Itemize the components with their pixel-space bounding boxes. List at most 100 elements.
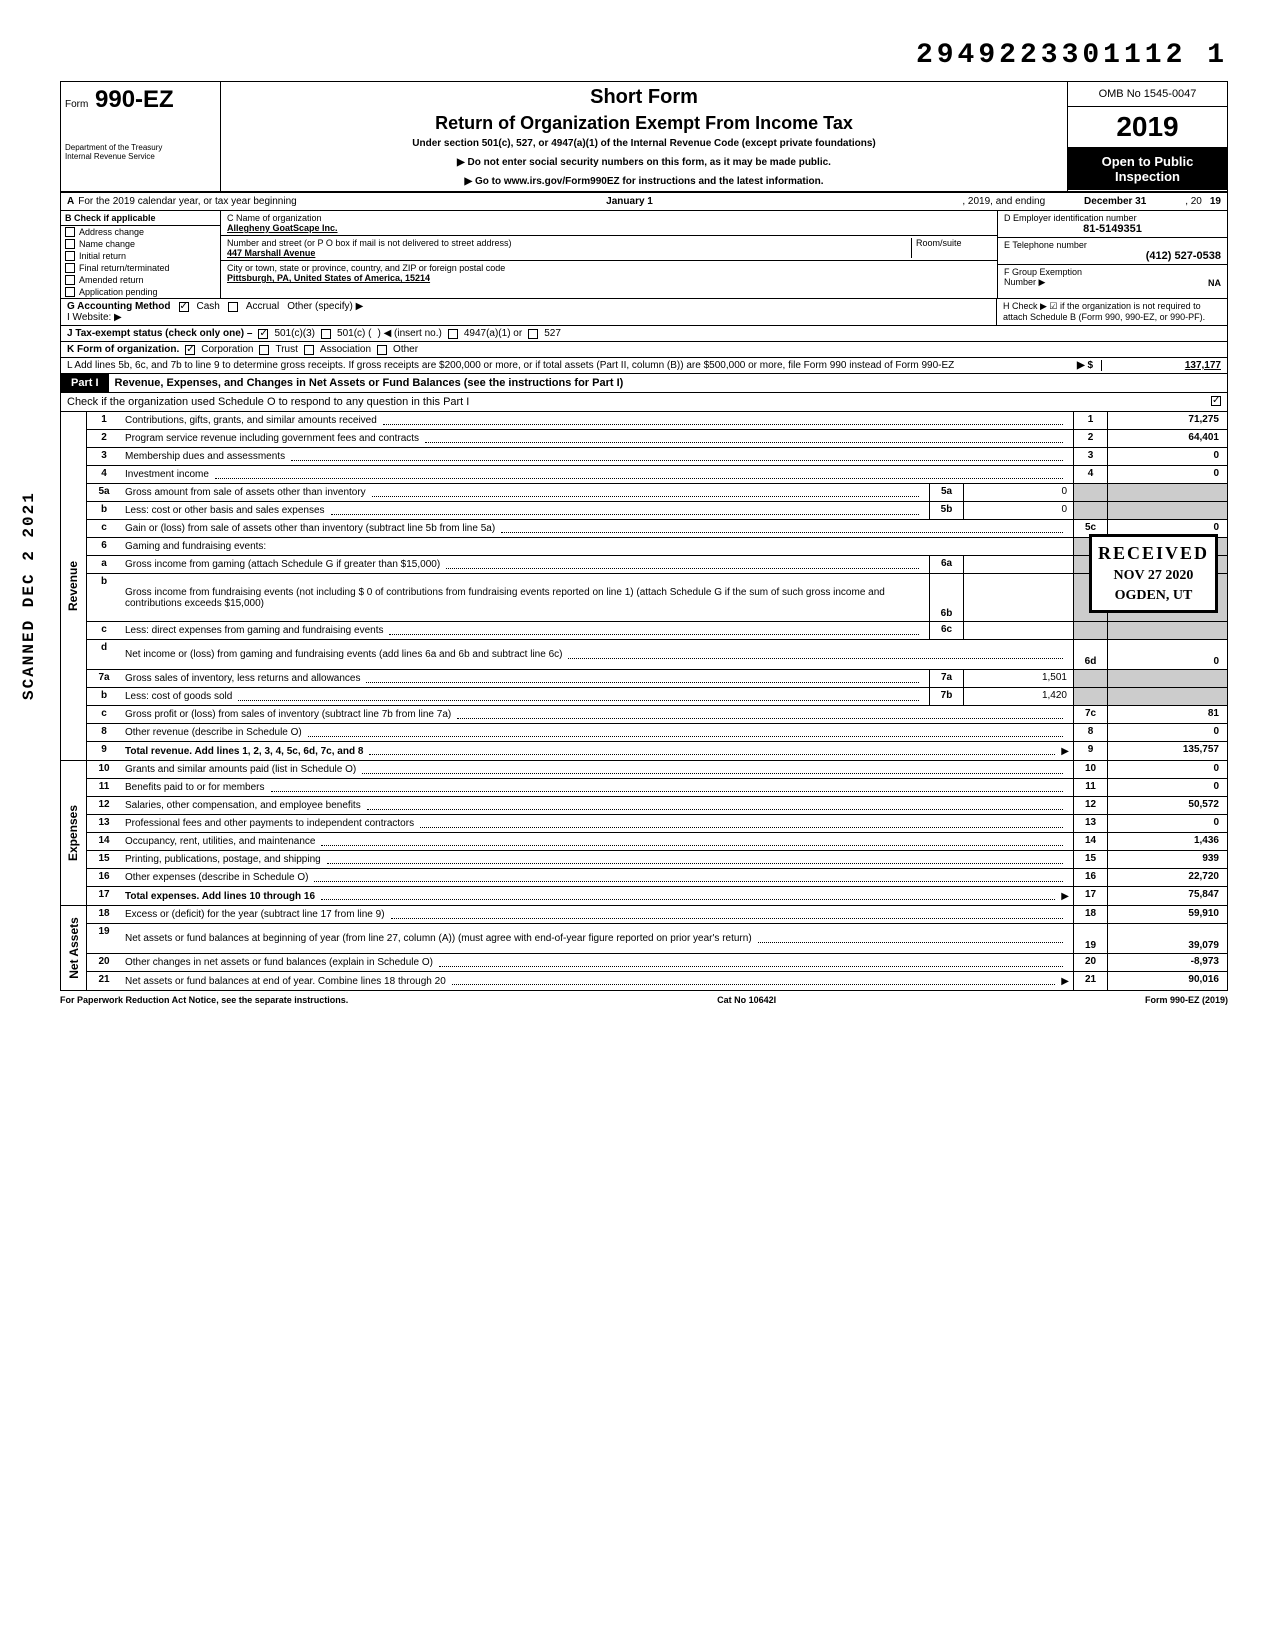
label-other-org: Other bbox=[393, 344, 418, 355]
label-insert-no: ) ◀ (insert no.) bbox=[377, 328, 441, 339]
line-6b-num: b bbox=[87, 574, 121, 621]
line-7c-desc: Gross profit or (loss) from sales of inv… bbox=[125, 709, 451, 720]
checkbox-name-change[interactable] bbox=[65, 239, 75, 249]
line-6d-num: d bbox=[87, 640, 121, 669]
label-name-change: Name change bbox=[79, 239, 135, 249]
checkbox-corporation[interactable] bbox=[185, 345, 195, 355]
line-13-num: 13 bbox=[87, 815, 121, 832]
line-4-val: 0 bbox=[1107, 466, 1227, 483]
org-name: Allegheny GoatScape Inc. bbox=[227, 223, 991, 233]
net-assets-label: Net Assets bbox=[61, 906, 87, 990]
checkbox-amended[interactable] bbox=[65, 275, 75, 285]
line-5b-midval: 0 bbox=[963, 502, 1073, 519]
checkbox-527[interactable] bbox=[528, 329, 538, 339]
line-3-val: 0 bbox=[1107, 448, 1227, 465]
l-amount: 137,177 bbox=[1101, 360, 1221, 371]
line-15-num: 15 bbox=[87, 851, 121, 868]
checkbox-accrual[interactable] bbox=[228, 302, 238, 312]
line-6a-midnum: 6a bbox=[929, 556, 963, 573]
revenue-section: Revenue 1Contributions, gifts, grants, a… bbox=[60, 412, 1228, 761]
label-527: 527 bbox=[544, 328, 561, 339]
checkbox-address-change[interactable] bbox=[65, 227, 75, 237]
line-5c-num: c bbox=[87, 520, 121, 537]
part1-header-row: Part I Revenue, Expenses, and Changes in… bbox=[60, 374, 1228, 393]
line-8-endnum: 8 bbox=[1073, 724, 1107, 741]
checkbox-4947[interactable] bbox=[448, 329, 458, 339]
line-3-endnum: 3 bbox=[1073, 448, 1107, 465]
row-a-suffix: , 20 bbox=[1185, 196, 1202, 207]
form-header: Form 990-EZ Department of the Treasury I… bbox=[60, 81, 1228, 193]
checkbox-501c[interactable] bbox=[321, 329, 331, 339]
line-16-desc: Other expenses (describe in Schedule O) bbox=[125, 872, 308, 883]
line-18-val: 59,910 bbox=[1107, 906, 1227, 923]
form-prefix: Form bbox=[65, 99, 88, 110]
street-address: 447 Marshall Avenue bbox=[227, 248, 905, 258]
line-7a-desc: Gross sales of inventory, less returns a… bbox=[125, 673, 360, 684]
irs-label: Internal Revenue Service bbox=[65, 153, 216, 162]
line-21-num: 21 bbox=[87, 972, 121, 990]
line-6c-num: c bbox=[87, 622, 121, 639]
line-20-val: -8,973 bbox=[1107, 954, 1227, 971]
checkbox-final-return[interactable] bbox=[65, 263, 75, 273]
line-6a-midval bbox=[963, 556, 1073, 573]
checkbox-trust[interactable] bbox=[259, 345, 269, 355]
line-18-num: 18 bbox=[87, 906, 121, 923]
checkbox-501c3[interactable] bbox=[258, 329, 268, 339]
label-4947: 4947(a)(1) or bbox=[464, 328, 522, 339]
line-12-desc: Salaries, other compensation, and employ… bbox=[125, 800, 361, 811]
col-c-org-info: C Name of organization Allegheny GoatSca… bbox=[221, 211, 997, 298]
col-b-checkboxes: B Check if applicable Address change Nam… bbox=[61, 211, 221, 298]
line-8-num: 8 bbox=[87, 724, 121, 741]
line-3-desc: Membership dues and assessments bbox=[125, 451, 285, 462]
line-20-num: 20 bbox=[87, 954, 121, 971]
line-13-desc: Professional fees and other payments to … bbox=[125, 818, 414, 829]
line-20-desc: Other changes in net assets or fund bala… bbox=[125, 957, 433, 968]
line-12-val: 50,572 bbox=[1107, 797, 1227, 814]
line-20-endnum: 20 bbox=[1073, 954, 1107, 971]
line-6c-shaded bbox=[1073, 622, 1107, 639]
line-10-val: 0 bbox=[1107, 761, 1227, 778]
goto-instructions: ▶ Go to www.irs.gov/Form990EZ for instru… bbox=[231, 176, 1057, 187]
line-7c-num: c bbox=[87, 706, 121, 723]
label-amended: Amended return bbox=[79, 275, 144, 285]
phone-value: (412) 527-0538 bbox=[1004, 250, 1221, 262]
row-a-mid: , 2019, and ending bbox=[962, 196, 1045, 207]
label-501c3: 501(c)(3) bbox=[274, 328, 315, 339]
document-number: 2949223301112 1 bbox=[60, 40, 1228, 71]
row-k: K Form of organization. Corporation Trus… bbox=[60, 342, 1228, 358]
label-final-return: Final return/terminated bbox=[79, 263, 170, 273]
checkbox-other-org[interactable] bbox=[377, 345, 387, 355]
line-17-num: 17 bbox=[87, 887, 121, 905]
l-arrow: ▶ $ bbox=[1077, 360, 1093, 371]
received-date: NOV 27 2020 bbox=[1098, 568, 1209, 584]
line-14-endnum: 14 bbox=[1073, 833, 1107, 850]
checkbox-initial-return[interactable] bbox=[65, 251, 75, 261]
line-7a-midval: 1,501 bbox=[963, 670, 1073, 687]
line-11-num: 11 bbox=[87, 779, 121, 796]
row-a-begin: January 1 bbox=[297, 196, 963, 207]
line-1-val: 71,275 bbox=[1107, 412, 1227, 429]
row-a-text1: For the 2019 calendar year, or tax year … bbox=[78, 196, 296, 207]
received-title: RECEIVED bbox=[1098, 543, 1209, 564]
line-17-arrow: ▶ bbox=[1061, 891, 1069, 902]
j-label: J Tax-exempt status (check only one) – bbox=[67, 328, 252, 339]
checkbox-association[interactable] bbox=[304, 345, 314, 355]
ein-value: 81-5149351 bbox=[1004, 223, 1221, 235]
line-6c-midnum: 6c bbox=[929, 622, 963, 639]
line-7b-num: b bbox=[87, 688, 121, 705]
name-label: C Name of organization bbox=[227, 213, 991, 223]
k-label: K Form of organization. bbox=[67, 344, 179, 355]
line-5a-desc: Gross amount from sale of assets other t… bbox=[125, 487, 366, 498]
checkbox-cash[interactable] bbox=[179, 302, 189, 312]
checkbox-app-pending[interactable] bbox=[65, 287, 75, 297]
line-14-val: 1,436 bbox=[1107, 833, 1227, 850]
footer-left: For Paperwork Reduction Act Notice, see … bbox=[60, 995, 348, 1005]
checkbox-schedule-o[interactable] bbox=[1211, 396, 1221, 406]
label-501c: 501(c) ( bbox=[337, 328, 371, 339]
g-label: G Accounting Method bbox=[67, 301, 171, 312]
line-5b-shaded2 bbox=[1107, 502, 1227, 519]
group-exemption-label: F Group Exemption bbox=[1004, 267, 1082, 277]
line-6d-val: 0 bbox=[1107, 640, 1227, 669]
line-5a-num: 5a bbox=[87, 484, 121, 501]
line-14-num: 14 bbox=[87, 833, 121, 850]
